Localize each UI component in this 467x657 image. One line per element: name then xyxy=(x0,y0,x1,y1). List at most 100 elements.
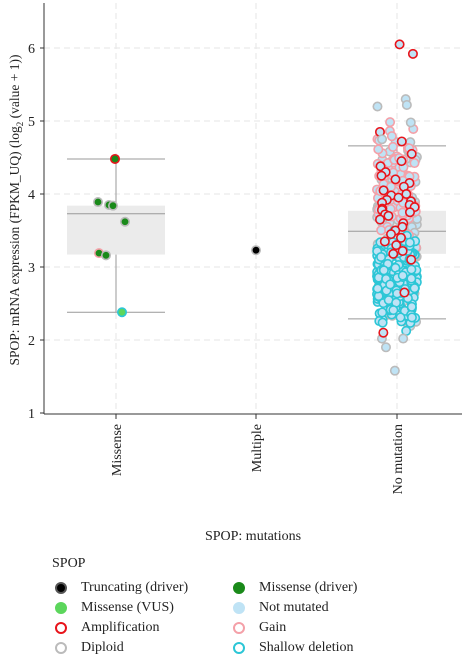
legend-items: Truncating (driver) Missense (driver) Miss… xyxy=(52,578,452,657)
data-point xyxy=(393,192,404,203)
data-point xyxy=(406,148,417,159)
x-tick-label: Missense xyxy=(110,424,125,476)
data-point xyxy=(385,117,396,128)
data-point xyxy=(394,39,405,50)
data-point xyxy=(377,317,388,328)
data-point xyxy=(395,312,406,323)
data-point xyxy=(406,273,417,284)
data-point xyxy=(378,265,389,276)
legend-label: Amplification xyxy=(81,619,160,635)
y-tick-label: 6 xyxy=(28,42,35,57)
data-point xyxy=(120,216,131,227)
data-point xyxy=(377,134,388,145)
legend-swatch xyxy=(55,601,67,614)
data-point xyxy=(374,214,385,225)
data-point xyxy=(401,189,412,200)
data-point xyxy=(372,101,383,112)
data-point xyxy=(396,156,407,167)
legend-item-not-mutated: Not mutated xyxy=(233,598,433,617)
y-tick-label: 1 xyxy=(28,407,35,422)
data-point xyxy=(396,136,407,147)
y-tick-label: 5 xyxy=(28,115,35,130)
data-point xyxy=(397,245,408,256)
data-point xyxy=(405,117,416,128)
legend-item-amplification: Amplification xyxy=(55,618,233,637)
data-point xyxy=(386,131,397,142)
y-axis-label-tail: (value + 1)) xyxy=(7,55,22,122)
legend-item-missense-driver: Missense (driver) xyxy=(233,578,433,597)
y-tick-label: 4 xyxy=(28,188,35,203)
data-point xyxy=(379,236,390,247)
data-point xyxy=(391,240,402,251)
data-point xyxy=(110,153,121,164)
data-point xyxy=(378,327,389,338)
legend-swatch xyxy=(233,641,245,654)
data-point xyxy=(373,144,384,155)
data-point xyxy=(386,229,397,240)
data-point xyxy=(407,48,418,59)
data-point xyxy=(117,307,128,318)
data-point xyxy=(398,333,409,344)
legend-label: Missense (VUS) xyxy=(81,599,174,615)
legend-item-gain: Gain xyxy=(233,618,433,637)
data-points xyxy=(93,39,422,376)
data-point xyxy=(378,185,389,196)
data-point xyxy=(388,305,399,316)
legend-label: Not mutated xyxy=(259,599,329,615)
data-point xyxy=(376,225,387,236)
data-point xyxy=(404,207,415,218)
y-axis-label: SPOP: mRNA expression (FPKM_UQ) (log2 (v… xyxy=(7,55,25,366)
axes: 1 2 3 4 5 6 Missense Multiple No mutation xyxy=(28,3,462,494)
data-point xyxy=(108,200,119,211)
y-axis-label-subscript: 2 xyxy=(15,122,25,127)
y-axis-label-main: SPOP: mRNA expression (FPKM_UQ) (log xyxy=(7,126,22,366)
data-point xyxy=(376,170,387,181)
legend-swatch xyxy=(233,581,245,594)
legend-swatch xyxy=(233,601,245,614)
y-tick-label: 2 xyxy=(28,334,35,349)
data-point xyxy=(409,158,420,169)
data-point xyxy=(93,197,104,208)
legend-item-diploid: Diploid xyxy=(55,638,233,657)
legend-swatch xyxy=(55,621,67,634)
legend-label: Shallow deletion xyxy=(259,639,354,655)
x-axis-label: SPOP: mutations xyxy=(205,529,301,544)
data-point xyxy=(401,99,412,110)
legend-label: Diploid xyxy=(81,639,124,655)
legend-label: Truncating (driver) xyxy=(81,579,189,595)
data-point xyxy=(390,174,401,185)
data-point xyxy=(389,365,400,376)
data-point xyxy=(377,307,388,318)
x-tick-label: No mutation xyxy=(391,424,406,494)
legend-title: SPOP xyxy=(52,556,86,571)
data-point xyxy=(387,141,398,152)
data-point xyxy=(385,279,396,290)
data-point xyxy=(380,342,391,353)
data-point xyxy=(101,250,112,261)
data-point xyxy=(399,287,410,298)
data-point xyxy=(397,270,408,281)
legend-item-truncating: Truncating (driver) xyxy=(55,578,233,597)
data-point xyxy=(376,251,387,262)
data-point xyxy=(251,245,262,256)
legend-label: Gain xyxy=(259,619,287,635)
legend-item-shallow-deletion: Shallow deletion xyxy=(233,638,433,657)
x-tick-label: Multiple xyxy=(250,424,265,472)
data-point xyxy=(406,312,417,323)
data-point xyxy=(372,283,383,294)
legend-swatch xyxy=(55,641,67,654)
data-point xyxy=(404,237,415,248)
data-point xyxy=(406,254,417,265)
legend: SPOP Truncating (driver) Missense (driver… xyxy=(52,556,452,657)
data-point xyxy=(383,210,394,221)
legend-item-missense-vus: Missense (VUS) xyxy=(55,598,233,617)
data-point xyxy=(406,301,417,312)
box-iqr xyxy=(67,205,165,255)
data-point xyxy=(388,248,399,259)
legend-swatch xyxy=(55,581,67,594)
legend-label: Missense (driver) xyxy=(259,579,358,595)
data-point xyxy=(406,264,417,275)
data-point xyxy=(395,232,406,243)
y-tick-label: 3 xyxy=(28,261,35,276)
